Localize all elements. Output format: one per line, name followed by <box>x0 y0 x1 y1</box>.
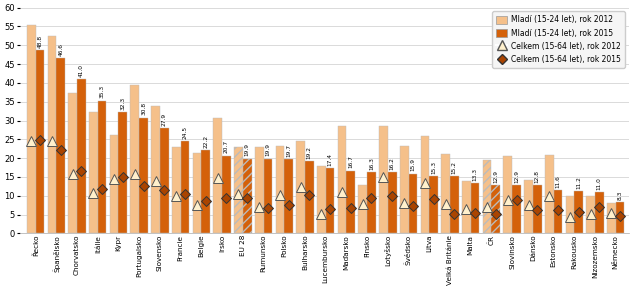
Bar <box>192 153 201 234</box>
Bar <box>471 184 479 234</box>
Bar <box>68 93 77 234</box>
Bar <box>118 112 127 234</box>
Bar <box>35 50 44 234</box>
Bar <box>27 25 35 234</box>
Text: 11.2: 11.2 <box>576 176 581 189</box>
Bar <box>296 141 305 234</box>
Text: 16.2: 16.2 <box>390 157 395 170</box>
Bar <box>400 146 408 234</box>
Text: 19.9: 19.9 <box>245 143 249 156</box>
Bar <box>388 173 396 234</box>
Bar <box>420 136 429 234</box>
Text: 8.3: 8.3 <box>618 190 623 200</box>
Text: 19.7: 19.7 <box>286 144 291 157</box>
Bar <box>429 176 438 234</box>
Bar <box>616 202 625 234</box>
Text: 19.2: 19.2 <box>307 146 312 159</box>
Bar <box>305 161 314 234</box>
Bar <box>201 150 210 234</box>
Bar <box>512 185 521 234</box>
Bar <box>255 147 263 234</box>
Bar <box>110 135 118 234</box>
Text: 19.9: 19.9 <box>265 143 270 156</box>
Text: 32.3: 32.3 <box>120 97 125 110</box>
Bar <box>483 160 491 234</box>
Bar <box>172 147 180 234</box>
Text: 11.6: 11.6 <box>555 175 560 188</box>
Bar <box>317 166 326 234</box>
Bar <box>97 101 106 234</box>
Bar <box>554 190 562 234</box>
Bar <box>462 181 471 234</box>
Bar <box>47 36 56 234</box>
Bar <box>56 58 65 234</box>
Bar <box>234 147 243 234</box>
Text: 27.9: 27.9 <box>162 113 166 126</box>
Bar <box>222 155 231 234</box>
Bar <box>367 172 376 234</box>
Bar <box>607 203 616 234</box>
Text: 16.3: 16.3 <box>369 157 374 170</box>
Bar <box>180 141 189 234</box>
Text: 16.7: 16.7 <box>348 155 353 168</box>
Text: 12.9: 12.9 <box>514 170 519 183</box>
Text: 15.3: 15.3 <box>431 161 436 174</box>
Bar <box>441 154 450 234</box>
Bar <box>574 191 583 234</box>
Text: 46.6: 46.6 <box>58 43 63 56</box>
Bar <box>503 156 512 234</box>
Text: 12.9: 12.9 <box>493 170 498 183</box>
Text: 17.4: 17.4 <box>327 153 332 166</box>
Text: 24.5: 24.5 <box>182 126 187 139</box>
Bar <box>595 192 604 234</box>
Bar <box>491 185 500 234</box>
Bar <box>545 155 554 234</box>
Bar <box>275 146 284 234</box>
Bar <box>566 196 574 234</box>
Text: 15.2: 15.2 <box>452 161 457 174</box>
Bar <box>450 176 459 234</box>
Text: 22.2: 22.2 <box>203 134 208 148</box>
Text: 12.8: 12.8 <box>535 170 540 183</box>
Bar <box>379 126 388 234</box>
Bar <box>358 185 367 234</box>
Bar <box>533 185 542 234</box>
Bar <box>524 180 533 234</box>
Bar <box>408 174 417 234</box>
Bar <box>346 171 355 234</box>
Text: 13.3: 13.3 <box>473 168 477 181</box>
Bar <box>243 159 251 234</box>
Bar <box>284 159 293 234</box>
Bar <box>213 118 222 234</box>
Text: 15.9: 15.9 <box>410 158 415 171</box>
Bar <box>139 118 148 234</box>
Text: 11.0: 11.0 <box>597 177 602 190</box>
Bar <box>160 128 168 234</box>
Bar <box>586 196 595 234</box>
Text: 20.7: 20.7 <box>224 140 229 153</box>
Text: 35.3: 35.3 <box>99 85 104 98</box>
Bar <box>151 105 160 234</box>
Bar <box>130 85 139 234</box>
Bar <box>326 168 334 234</box>
Legend: Mladí (15-24 let), rok 2012, Mladí (15-24 let), rok 2015, Celkem (15-64 let), ro: Mladí (15-24 let), rok 2012, Mladí (15-2… <box>492 12 625 68</box>
Bar <box>337 126 346 234</box>
Text: 30.8: 30.8 <box>141 102 146 115</box>
Bar <box>89 112 97 234</box>
Text: 48.8: 48.8 <box>37 34 42 48</box>
Bar <box>263 159 272 234</box>
Bar <box>77 79 86 234</box>
Text: 41.0: 41.0 <box>79 64 84 77</box>
